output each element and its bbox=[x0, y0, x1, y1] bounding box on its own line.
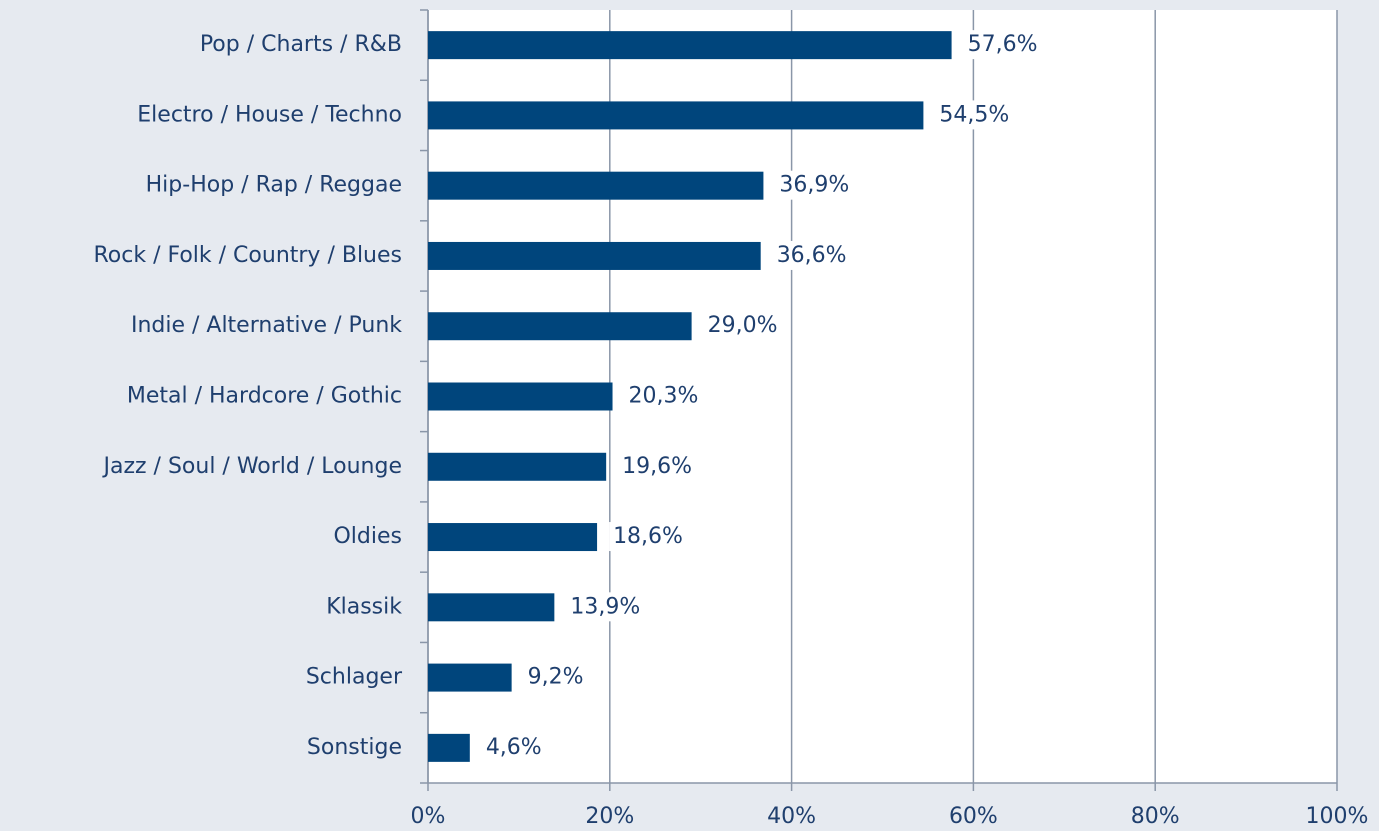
y-tick-label: Jazz / Soul / World / Lounge bbox=[101, 454, 402, 479]
bar bbox=[428, 733, 470, 762]
data-label: 57,6% bbox=[968, 32, 1038, 57]
x-tick-label: 20% bbox=[585, 804, 634, 829]
y-tick-label: Electro / House / Techno bbox=[137, 102, 402, 127]
data-label: 54,5% bbox=[939, 102, 1009, 127]
y-tick-label: Metal / Hardcore / Gothic bbox=[127, 384, 402, 409]
data-label: 36,9% bbox=[779, 173, 849, 198]
y-tick-label: Oldies bbox=[333, 524, 402, 549]
data-label: 4,6% bbox=[486, 735, 542, 760]
data-label-background bbox=[481, 732, 546, 762]
bar bbox=[428, 382, 613, 411]
bar bbox=[428, 312, 692, 341]
bar bbox=[428, 171, 764, 200]
bar bbox=[428, 593, 555, 622]
bar bbox=[428, 523, 598, 552]
data-label-background bbox=[772, 240, 851, 270]
y-tick-label: Schlager bbox=[306, 665, 403, 690]
bar bbox=[428, 31, 952, 60]
data-label-background bbox=[775, 170, 854, 200]
data-label: 29,0% bbox=[708, 313, 778, 338]
data-label-background bbox=[609, 522, 687, 552]
y-tick-label: Sonstige bbox=[307, 735, 402, 760]
x-tick-label: 0% bbox=[411, 804, 446, 829]
bar bbox=[428, 663, 512, 692]
data-label-background bbox=[935, 100, 1014, 130]
data-label: 13,9% bbox=[570, 594, 640, 619]
bar bbox=[428, 241, 761, 270]
y-tick-label: Pop / Charts / R&B bbox=[200, 32, 402, 57]
y-tick-label: Indie / Alternative / Punk bbox=[131, 313, 402, 338]
y-tick-label: Klassik bbox=[326, 594, 402, 619]
data-label-background bbox=[703, 311, 782, 341]
x-tick-label: 60% bbox=[949, 804, 998, 829]
data-label-background bbox=[963, 30, 1042, 60]
data-label-background bbox=[624, 381, 703, 411]
data-label: 18,6% bbox=[613, 524, 683, 549]
data-label: 36,6% bbox=[777, 243, 847, 268]
data-label: 9,2% bbox=[528, 665, 584, 690]
data-label-background bbox=[618, 451, 697, 481]
y-tick-label: Hip-Hop / Rap / Reggae bbox=[146, 173, 402, 198]
data-label: 20,3% bbox=[629, 384, 699, 409]
x-tick-label: 80% bbox=[1131, 804, 1180, 829]
data-label-background bbox=[523, 662, 588, 692]
x-tick-label: 40% bbox=[767, 804, 816, 829]
y-tick-label: Rock / Folk / Country / Blues bbox=[93, 243, 402, 268]
x-tick-label: 100% bbox=[1306, 804, 1369, 829]
data-label: 19,6% bbox=[622, 454, 692, 479]
bar bbox=[428, 452, 607, 481]
data-label-background bbox=[566, 592, 645, 622]
bar bbox=[428, 101, 924, 130]
